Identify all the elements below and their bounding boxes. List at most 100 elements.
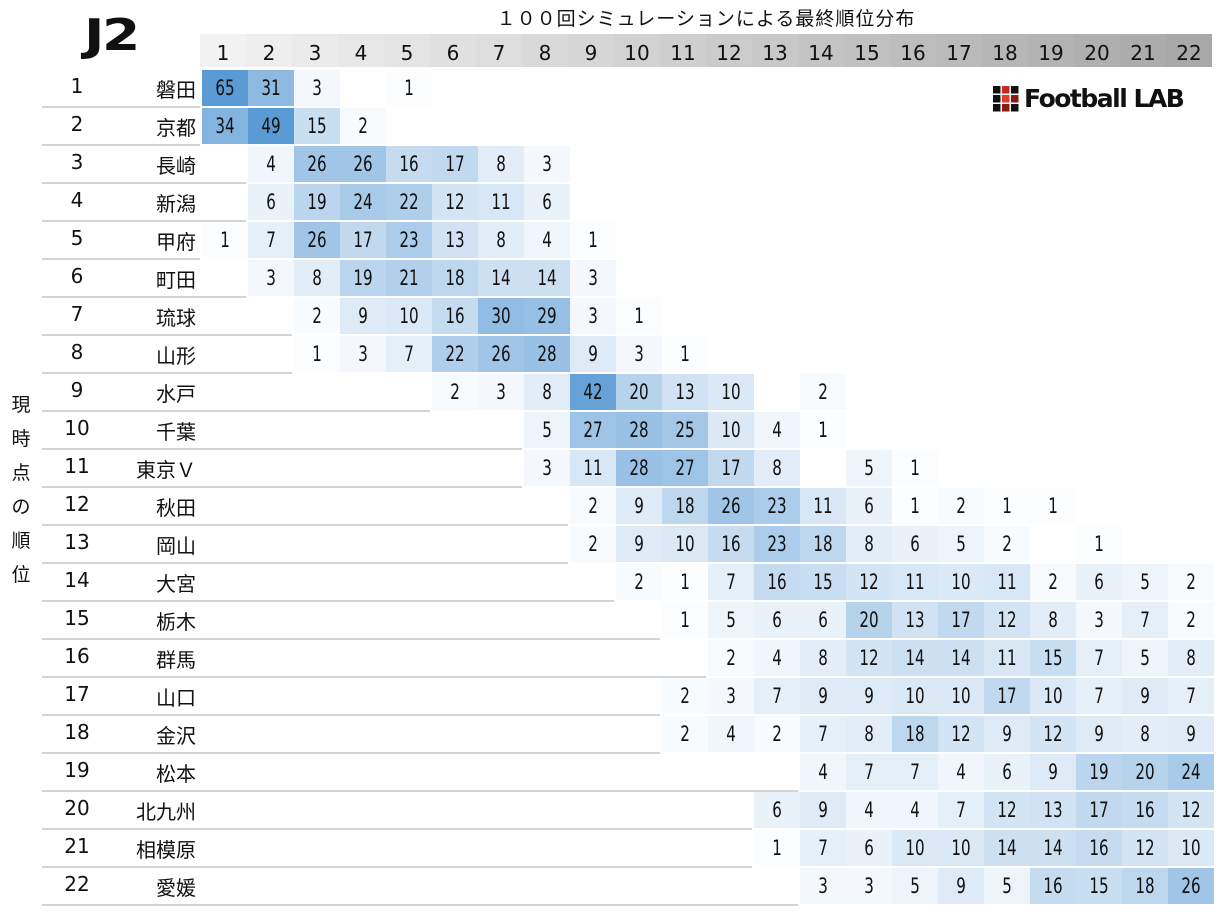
cell-value: 1 [1002, 494, 1012, 518]
cell-value: 6 [542, 190, 552, 214]
cell-value: 2 [772, 722, 782, 746]
cell-value: 27 [583, 418, 603, 442]
cell-value: 19 [353, 266, 373, 290]
cell-value: 17 [1089, 798, 1109, 822]
heatmap-cell: 12 [846, 640, 892, 676]
cell-value: 7 [818, 836, 828, 860]
row-rank: 22 [64, 872, 90, 896]
heatmap-cell: 9 [800, 792, 846, 828]
heatmap-cell: 15 [294, 108, 340, 144]
heatmap-cell: 7 [708, 564, 754, 600]
cell-value: 12 [951, 722, 971, 746]
heatmap-cell: 9 [340, 298, 386, 334]
heatmap-cell: 6 [1076, 564, 1122, 600]
cell-value: 19 [307, 190, 327, 214]
column-header: 6 [430, 34, 476, 67]
heatmap-cell: 65 [202, 70, 248, 106]
row-team-name: 秋田 [156, 496, 196, 520]
heatmap-cell: 3 [846, 868, 892, 904]
cell-value: 23 [767, 494, 787, 518]
cell-value: 3 [312, 76, 322, 100]
column-header: 13 [752, 34, 798, 67]
heatmap-cell: 23 [386, 222, 432, 258]
row-team-name: 琉球 [156, 306, 196, 330]
heatmap-cell: 7 [846, 754, 892, 790]
heatmap-cell: 27 [570, 412, 616, 448]
row-divider [42, 334, 292, 336]
heatmap-cell: 1 [662, 602, 708, 638]
row-team-name: 山口 [156, 686, 196, 710]
cell-value: 26 [353, 152, 373, 176]
cell-value: 8 [496, 228, 506, 252]
column-header: 11 [660, 34, 706, 67]
cell-value: 5 [1140, 646, 1150, 670]
cell-value: 6 [772, 608, 782, 632]
heatmap-cell: 4 [708, 716, 754, 752]
heatmap-cell: 3 [708, 678, 754, 714]
row-rank: 10 [64, 416, 90, 440]
row-rank: 12 [64, 492, 90, 516]
cell-value: 9 [864, 684, 874, 708]
heatmap-cell: 21 [386, 260, 432, 296]
cell-value: 6 [818, 608, 828, 632]
column-header: 10 [614, 34, 660, 67]
row-divider [42, 106, 200, 108]
cell-value: 9 [1002, 722, 1012, 746]
row-team-name: 水戸 [156, 382, 196, 406]
heatmap-cell: 2 [570, 526, 616, 562]
heatmap-cell: 13 [432, 222, 478, 258]
heatmap-cell: 8 [754, 450, 800, 486]
cell-value: 9 [956, 874, 966, 898]
row-divider [42, 676, 706, 678]
heatmap-cell: 1 [202, 222, 248, 258]
heatmap-cell: 1 [570, 222, 616, 258]
row-divider [42, 258, 200, 260]
cell-value: 5 [956, 532, 966, 556]
row-rank: 21 [64, 834, 90, 858]
cell-value: 7 [1094, 684, 1104, 708]
cell-value: 8 [1186, 646, 1196, 670]
heatmap-cell: 9 [938, 868, 984, 904]
cell-value: 4 [772, 418, 782, 442]
cell-value: 12 [1043, 722, 1063, 746]
cell-value: 6 [772, 798, 782, 822]
cell-value: 9 [634, 532, 644, 556]
row-divider [42, 562, 568, 564]
row-divider [42, 904, 798, 906]
heatmap-cell: 5 [708, 602, 754, 638]
heatmap-cell: 12 [1122, 830, 1168, 866]
column-header: 3 [292, 34, 338, 67]
cell-value: 8 [496, 152, 506, 176]
heatmap-cell: 7 [1076, 678, 1122, 714]
heatmap-cell: 2 [340, 108, 386, 144]
column-header: 22 [1166, 34, 1212, 67]
heatmap-cell: 15 [1030, 640, 1076, 676]
heatmap-cell: 12 [846, 564, 892, 600]
cell-value: 2 [680, 684, 690, 708]
cell-value: 10 [951, 836, 971, 860]
heatmap-cell: 7 [892, 754, 938, 790]
row-team-name: 松本 [156, 762, 196, 786]
heatmap-cell: 9 [570, 336, 616, 372]
row-rank: 1 [70, 74, 84, 98]
heatmap-cell: 49 [248, 108, 294, 144]
cell-value: 20 [1135, 760, 1155, 784]
row-team-name: 町田 [156, 268, 196, 292]
heatmap-cell: 19 [340, 260, 386, 296]
heatmap-cell: 16 [1030, 868, 1076, 904]
cell-value: 2 [1186, 570, 1196, 594]
heatmap-cell: 30 [478, 298, 524, 334]
cell-value: 14 [951, 646, 971, 670]
heatmap-cell: 2 [570, 488, 616, 524]
row-divider [42, 410, 430, 412]
cell-value: 2 [1186, 608, 1196, 632]
column-header: 19 [1028, 34, 1074, 67]
cell-value: 18 [1135, 874, 1155, 898]
column-header: 2 [246, 34, 292, 67]
heatmap-cell: 14 [938, 640, 984, 676]
heatmap-cell: 4 [754, 640, 800, 676]
cell-value: 3 [1094, 608, 1104, 632]
cell-value: 16 [1043, 874, 1063, 898]
row-team-name: 岡山 [156, 534, 196, 558]
cell-value: 2 [956, 494, 966, 518]
